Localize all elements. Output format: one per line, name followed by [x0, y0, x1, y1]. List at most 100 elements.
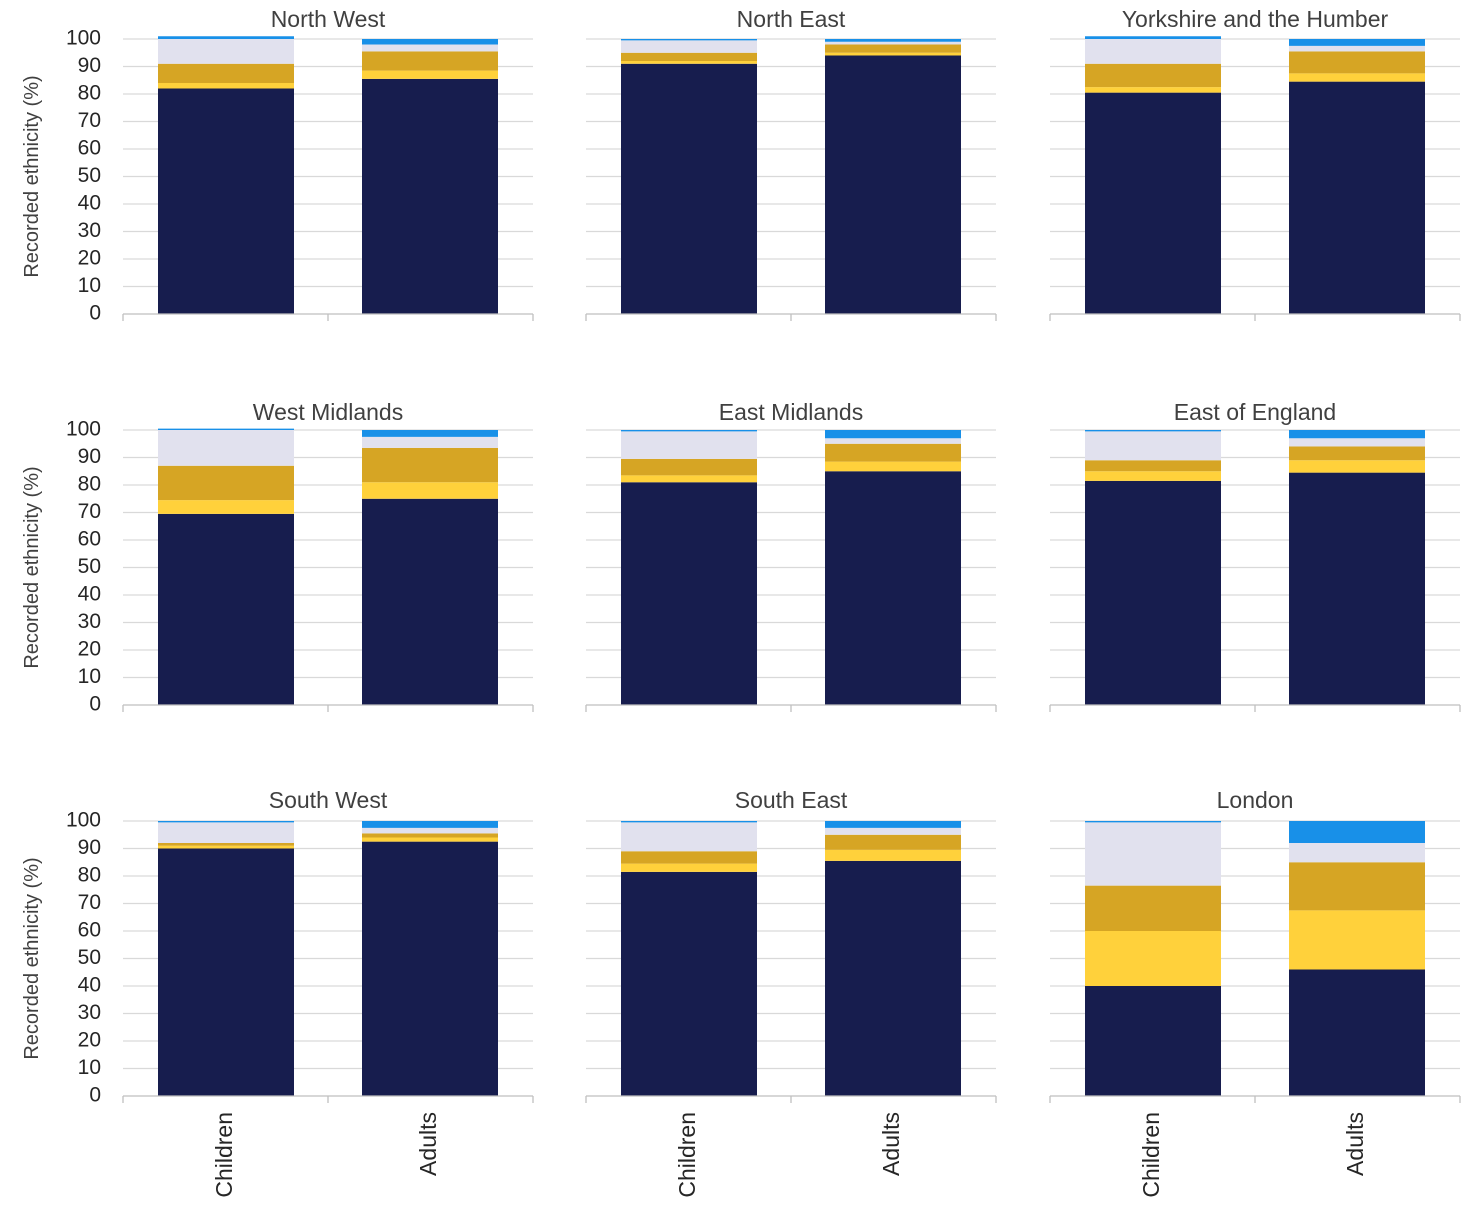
bar-segment [362, 447, 498, 483]
panel-title: East Midlands [719, 399, 863, 425]
bar-segment [1085, 471, 1221, 481]
panel-title: North West [271, 6, 386, 32]
bar-segment [621, 39, 757, 41]
y-tick-label: 60 [78, 528, 101, 551]
y-axis-label: Recorded ethnicity (%) [21, 466, 43, 668]
y-tick-label: 10 [78, 665, 101, 688]
bar-segment [158, 36, 294, 39]
panel-south-east: South East Children Adults [585, 787, 997, 1198]
bar-segment [621, 851, 757, 864]
bar-segment [362, 39, 498, 45]
bar-segment [362, 827, 498, 834]
panel-west-midlands: West Midlands 0 10 20 30 40 50 60 70 80 90 100 Recor… [21, 399, 534, 716]
bar-segment [825, 438, 961, 444]
bar-segment [362, 44, 498, 52]
bar-segment [825, 834, 961, 850]
y-tick-label: 0 [89, 693, 101, 716]
y-tick-label: 70 [78, 891, 101, 914]
bar-segment [825, 430, 961, 439]
bar-segment [158, 465, 294, 501]
bar-segment [1289, 430, 1425, 439]
bar-segment [1289, 446, 1425, 461]
bar-segment [362, 430, 498, 437]
bar-segment [825, 827, 961, 835]
bar-segment [362, 482, 498, 499]
y-tick-label: 10 [78, 1056, 101, 1079]
bar-segment [362, 837, 498, 842]
panel-title: East of England [1174, 399, 1336, 425]
bar-segment [362, 841, 498, 1096]
y-tick-label: 70 [78, 500, 101, 523]
panel-title: North East [737, 6, 846, 32]
x-tick-label: Adults [415, 1112, 441, 1176]
bar-segment [158, 845, 294, 849]
panel-east-midlands: East Midlands [585, 399, 997, 712]
y-tick-label: 40 [78, 192, 101, 215]
y-tick-label: 100 [66, 809, 101, 832]
bar-segment [1289, 472, 1425, 705]
y-tick-label: 20 [78, 638, 101, 661]
y-tick-label: 80 [78, 473, 101, 496]
bar-segment [825, 849, 961, 861]
bar-segment [1085, 931, 1221, 986]
bar-segment [1289, 73, 1425, 82]
bar-segment [825, 52, 961, 56]
panel-yorkshire-and-the-humber: Yorkshire and the Humber [1049, 6, 1461, 321]
panel-title: London [1217, 787, 1294, 813]
bar-segment [1289, 460, 1425, 473]
bar-segment [158, 63, 294, 83]
bar-segment [1085, 480, 1221, 705]
bar-segment [621, 63, 757, 314]
y-tick-label: 30 [78, 1001, 101, 1024]
bar-segment [621, 458, 757, 476]
bar-segment [362, 821, 498, 828]
bar-segment [1085, 39, 1221, 64]
bar-segment [158, 83, 294, 89]
bar-segment [621, 482, 757, 705]
bar-segment [362, 833, 498, 838]
y-tick-label: 80 [78, 864, 101, 887]
bar-segment [1085, 431, 1221, 461]
bar-segment [621, 52, 757, 61]
bar-segment [158, 428, 294, 430]
bar-segment [621, 431, 757, 459]
bar-segment [1085, 822, 1221, 886]
bar-segment [825, 55, 961, 314]
y-tick-label: 100 [66, 27, 101, 50]
bar-segment [158, 39, 294, 64]
bar-segment [825, 443, 961, 462]
y-tick-label: 60 [78, 137, 101, 160]
bar-segment [1085, 460, 1221, 472]
bar-segment [1289, 81, 1425, 314]
bar-segment [825, 461, 961, 472]
bar-segment [1085, 92, 1221, 314]
y-tick-label: 100 [66, 418, 101, 441]
panel-title: South East [735, 787, 848, 813]
y-tick-label: 20 [78, 1029, 101, 1052]
panel-london: London Children Adults [1049, 787, 1461, 1198]
bar-segment [825, 44, 961, 53]
bar-segment [1289, 843, 1425, 863]
y-tick-label: 0 [89, 302, 101, 325]
y-axis-label: Recorded ethnicity (%) [21, 857, 43, 1059]
panel-title: Yorkshire and the Humber [1122, 6, 1389, 32]
bar-segment [362, 70, 498, 79]
bar-segment [621, 475, 757, 483]
bar-segment [1085, 87, 1221, 93]
bar-segment [825, 41, 961, 45]
x-tick-label: Children [1138, 1112, 1164, 1198]
x-tick-label: Children [674, 1112, 700, 1198]
bar-segment [1085, 885, 1221, 931]
bar-segment [1085, 63, 1221, 88]
bar-segment [1289, 51, 1425, 74]
bar-segment [1289, 821, 1425, 843]
panel-title: West Midlands [253, 399, 403, 425]
bar-segment [621, 822, 757, 852]
bar-segment [158, 848, 294, 1096]
y-tick-label: 30 [78, 219, 101, 242]
x-tick-label: Children [211, 1112, 237, 1198]
y-tick-label: 90 [78, 54, 101, 77]
bar-segment [1289, 910, 1425, 970]
